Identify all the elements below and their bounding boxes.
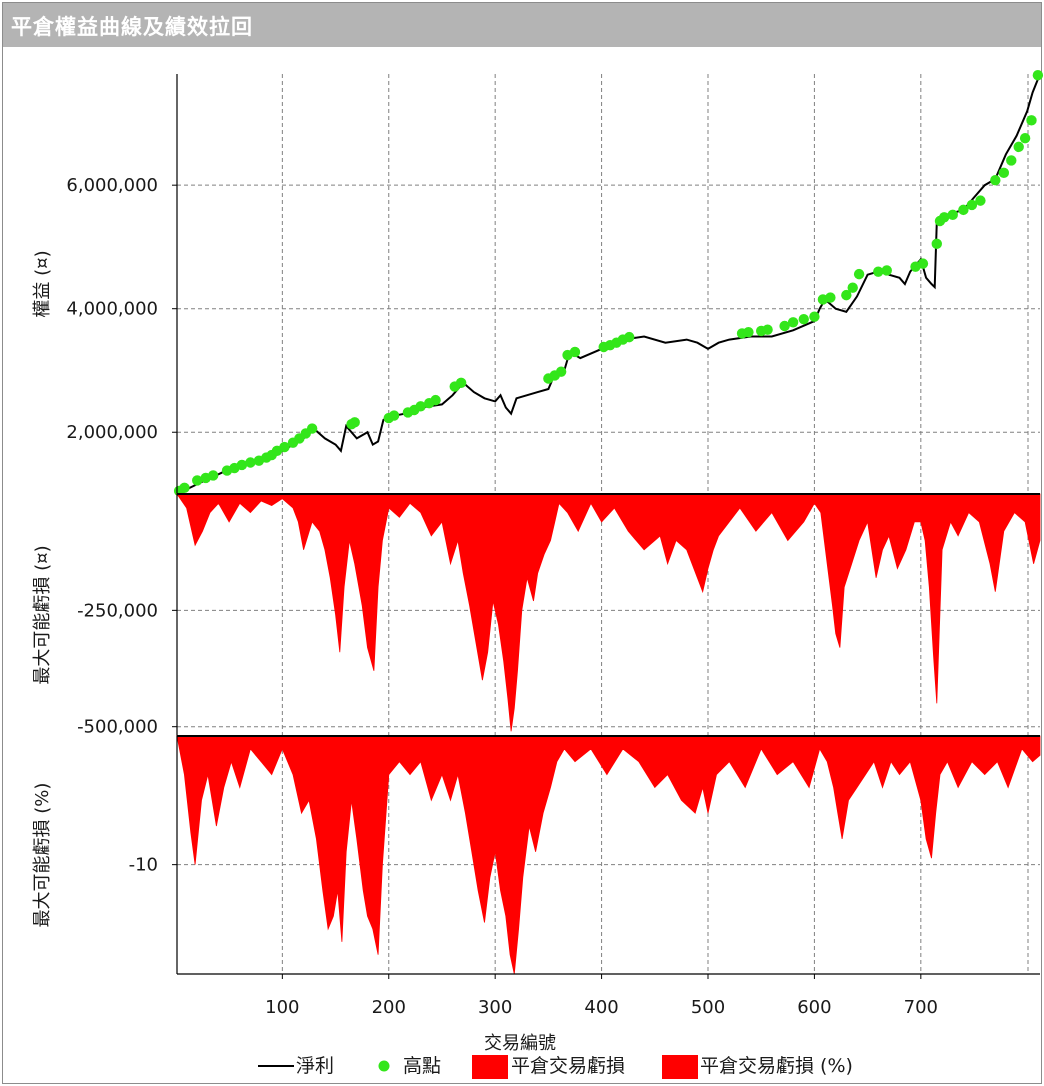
peak-marker xyxy=(939,212,950,223)
peak-marker xyxy=(555,366,567,377)
peak-marker xyxy=(881,265,892,276)
peak-marker xyxy=(847,282,858,293)
legend-item: 平倉交易虧損 xyxy=(472,1055,625,1079)
peak-marker xyxy=(306,423,318,434)
y-tick-label: -500,000 xyxy=(77,717,158,738)
peak-marker xyxy=(279,441,290,453)
legend: 淨利 高點 平倉交易虧損 平倉交易虧損 (%) xyxy=(258,1055,853,1079)
peak-marker xyxy=(1026,115,1037,126)
y-tick-label: 2,000,000 xyxy=(66,422,158,443)
x-tick-label: 700 xyxy=(904,997,938,1018)
legend-label: 平倉交易虧損 xyxy=(511,1055,625,1077)
peak-marker xyxy=(975,195,986,206)
peak-marker xyxy=(787,317,799,328)
x-tick-label: 500 xyxy=(691,997,725,1018)
peak-marker xyxy=(349,417,360,428)
y-tick-label: -250,000 xyxy=(77,600,158,621)
legend-item: 平倉交易虧損 (%) xyxy=(662,1055,853,1079)
legend-box-swatch xyxy=(662,1055,698,1079)
peak-marker xyxy=(841,289,852,301)
legend-label: 高點 xyxy=(403,1055,441,1077)
x-tick-label: 200 xyxy=(372,997,406,1018)
peak-marker xyxy=(798,314,809,325)
peak-marker xyxy=(998,167,1010,179)
peak-marker xyxy=(762,324,773,335)
peak-marker xyxy=(1006,155,1017,166)
peak-marker xyxy=(931,238,942,250)
x-axis-title: 交易編號 xyxy=(484,1033,556,1054)
drawdown-percent-panel: -10 最大可能虧損 (%) xyxy=(32,735,1041,975)
peak-marker xyxy=(947,209,958,221)
peak-marker xyxy=(779,320,790,332)
y-axis-title: 最大可能虧損 (¤) xyxy=(32,545,53,684)
peak-marker xyxy=(873,266,884,277)
peak-marker xyxy=(966,199,978,211)
peak-marker xyxy=(1013,141,1024,153)
peak-marker xyxy=(917,258,929,269)
y-axis-title: 權益 (¤) xyxy=(32,250,53,317)
peak-marker xyxy=(825,292,836,303)
drawdown-area xyxy=(176,735,1041,975)
y-axis-title: 最大可能虧損 (%) xyxy=(32,783,53,928)
drawdown-area xyxy=(176,493,1041,732)
y-tick-label: -10 xyxy=(129,855,158,876)
legend-item: 淨利 xyxy=(258,1055,334,1077)
y-tick-label: 4,000,000 xyxy=(66,299,158,320)
peak-marker xyxy=(743,326,754,338)
x-tick-label: 600 xyxy=(797,997,831,1018)
peak-marker xyxy=(388,410,400,421)
peak-marker xyxy=(179,482,190,494)
x-tick-label: 100 xyxy=(265,997,299,1018)
x-axis: 100 200 300 400 500 600 700 交易編號 xyxy=(177,973,1040,1054)
drawdown-absolute-panel: -250,000 -500,000 最大可能虧損 (¤) xyxy=(32,493,1041,738)
peak-marker xyxy=(245,457,256,468)
x-tick-label: 400 xyxy=(584,997,618,1018)
peak-marker xyxy=(430,394,441,406)
peak-marker xyxy=(207,470,219,481)
peak-marker xyxy=(455,377,467,389)
y-tick-label: 6,000,000 xyxy=(66,175,158,196)
legend-box-swatch xyxy=(472,1055,508,1079)
legend-dot-swatch xyxy=(378,1060,390,1072)
peak-marker xyxy=(624,331,635,343)
peak-marker xyxy=(192,475,203,486)
peak-marker xyxy=(853,268,865,280)
legend-item: 高點 xyxy=(378,1055,441,1077)
peak-marker xyxy=(1019,133,1031,144)
peak-marker xyxy=(569,346,581,358)
peak-marker xyxy=(1032,70,1044,81)
x-tick-label: 300 xyxy=(478,997,512,1018)
peak-marker xyxy=(990,175,1001,186)
peak-marker xyxy=(415,401,426,412)
peak-marker xyxy=(958,204,969,216)
peak-marker xyxy=(236,459,248,471)
equity-panel: 2,000,000 4,000,000 6,000,000 權益 (¤) xyxy=(32,70,1044,497)
peak-marker xyxy=(809,311,820,322)
window-title: 平倉權益曲線及績效拉回 xyxy=(11,15,253,39)
legend-label: 平倉交易虧損 (%) xyxy=(700,1055,853,1077)
title-bar: 平倉權益曲線及績效拉回 xyxy=(3,3,1041,47)
legend-label: 淨利 xyxy=(296,1055,334,1077)
